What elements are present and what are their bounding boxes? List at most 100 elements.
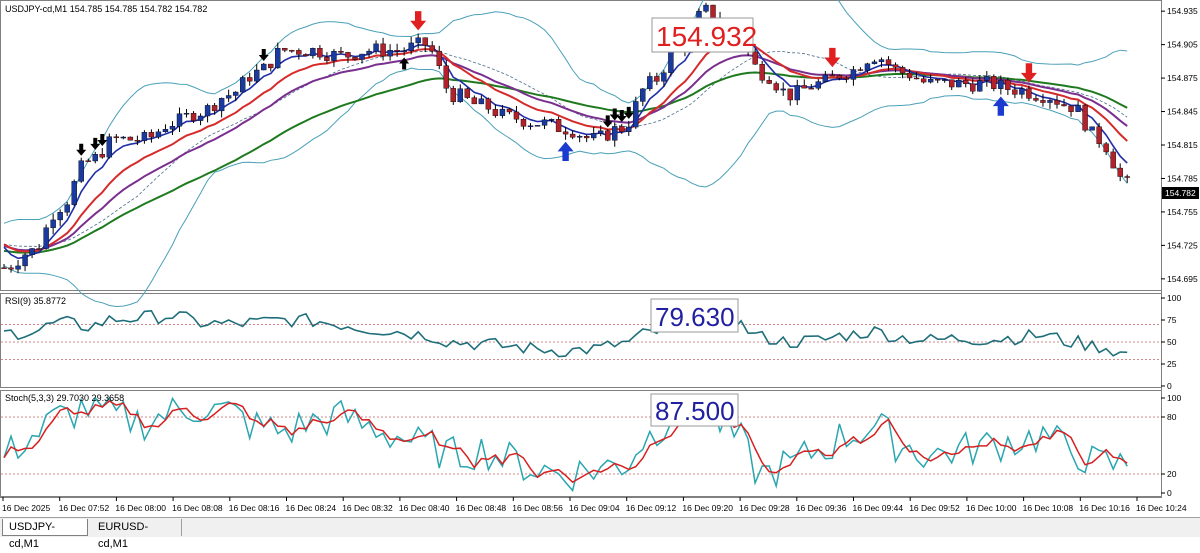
candle-bear: [492, 109, 499, 116]
candle-bear: [1054, 100, 1060, 105]
candle-bear: [1040, 100, 1046, 103]
rsi-callout-value: 79.630: [655, 302, 735, 332]
candle-bear: [148, 132, 155, 138]
price-callout-box: [651, 17, 754, 53]
candle-bear: [211, 105, 218, 112]
candle-bear: [555, 119, 562, 132]
candle-bull: [640, 88, 646, 102]
candle-bull: [71, 181, 77, 205]
candle-bear: [520, 119, 527, 127]
time-tick-label: 16 Dec 08:56: [512, 503, 563, 513]
price-tick-label: 154.935: [1167, 6, 1198, 16]
chart-canvas[interactable]: 154.935 154.905 154.875 154.845 154.815 154.7…: [0, 0, 1200, 517]
candle-bull: [457, 88, 463, 103]
candle-bull: [941, 79, 948, 81]
candle-bull: [204, 105, 211, 117]
candle-bear: [1061, 104, 1067, 107]
price-tick-label: 154.755: [1167, 207, 1198, 217]
time-tick-label: 16 Dec 10:16: [1079, 503, 1130, 513]
candle-bear: [829, 74, 836, 77]
candle-bear: [1033, 98, 1039, 101]
candle-bull: [275, 48, 281, 69]
time-tick-label: 16 Dec 08:16: [229, 503, 280, 513]
candle-bull: [408, 42, 414, 51]
current-price-marker: 154.782: [1162, 187, 1199, 199]
time-tick-label: 16 Dec 09:20: [682, 503, 733, 513]
candle-bear: [513, 111, 520, 120]
candle-bear: [934, 79, 941, 81]
candle-bull: [232, 91, 239, 96]
candle-bear: [949, 79, 955, 88]
candle-bull: [57, 212, 63, 221]
time-tick-label: 16 Dec 08:40: [399, 503, 450, 513]
candle-bull: [647, 76, 653, 90]
candle-bear: [1117, 167, 1123, 177]
candle-bear: [1110, 151, 1116, 169]
candle-bear: [913, 77, 920, 80]
main-panel-title: USDJPY-cd,M1 154.785 154.785 154.782 154…: [5, 4, 207, 14]
time-tick-label: 16 Dec 08:48: [456, 503, 507, 513]
candle-bear: [1005, 79, 1011, 90]
candle-bull: [254, 69, 260, 82]
candle-bull: [387, 50, 393, 57]
axis-labels: 154.935 154.905 154.875 154.845 154.815 154.7…: [2, 6, 1198, 513]
candle-bull: [1047, 100, 1053, 103]
candle-bear: [317, 48, 323, 58]
stoch-signal-line: [3, 400, 1128, 484]
candle-bear: [464, 88, 471, 98]
candle-bull: [527, 125, 534, 127]
time-tick-label: 16 Dec 09:28: [739, 503, 790, 513]
candle-bear: [1103, 143, 1109, 153]
candle-bull: [998, 79, 1004, 89]
main-plot: [1, 0, 1130, 308]
candle-bear: [619, 126, 625, 132]
candle-bull: [366, 50, 372, 55]
candle-bull: [626, 126, 632, 132]
stoch-tick-label: 80: [1167, 412, 1177, 422]
candle-bull: [850, 69, 857, 80]
candle-bear: [436, 50, 442, 66]
candle-bull: [822, 74, 829, 82]
candle-bear: [8, 267, 14, 270]
tab-eurusd[interactable]: EURUSD-cd,M1: [92, 519, 182, 550]
candle-bear: [471, 97, 478, 105]
price-tick-label: 154.785: [1167, 173, 1198, 183]
candle-bear: [450, 88, 456, 103]
rsi-tick-label: 50: [1167, 337, 1177, 347]
candle-bull: [15, 265, 21, 270]
candle-bull: [22, 254, 28, 267]
time-tick-label: 16 Dec 08:00: [115, 503, 166, 513]
candle-bull: [612, 126, 618, 141]
time-tick-label: 16 Dec 09:52: [909, 503, 960, 513]
candle-bull: [1019, 88, 1025, 95]
candle-bear: [1, 267, 7, 269]
rsi-line: [3, 309, 1128, 358]
ma-red-line: [3, 40, 1128, 253]
time-tick-label: 16 Dec 08:08: [172, 503, 223, 513]
price-tick-label: 154.815: [1167, 140, 1198, 150]
time-tick-label: 16 Dec 2025: [2, 503, 50, 513]
candle-bear: [1082, 104, 1088, 131]
candle-bull: [373, 43, 379, 52]
candle-bear: [885, 59, 892, 65]
candle-bear: [899, 67, 906, 74]
candle-bull: [977, 80, 983, 92]
time-tick-label: 16 Dec 09:36: [796, 503, 847, 513]
candle-bull: [106, 136, 113, 158]
sell-signal-small-icon: [258, 48, 269, 61]
candle-bull: [197, 115, 204, 121]
candle-bear: [338, 51, 344, 53]
candle-bear: [190, 113, 197, 121]
candle-bear: [85, 160, 91, 162]
candle-bear: [127, 136, 134, 141]
candle-bull: [183, 113, 190, 115]
time-tick-label: 16 Dec 09:04: [569, 503, 620, 513]
stoch-panel-title: Stoch(5,3,3) 29.7030 29.3658: [5, 393, 124, 403]
candle-bull: [794, 85, 800, 101]
candle-bear: [1026, 88, 1032, 99]
candle-bear: [394, 50, 400, 52]
candle-bear: [345, 52, 351, 58]
tab-usdjpy[interactable]: USDJPY-cd,M1: [2, 519, 88, 550]
sell-signal-small-icon: [76, 143, 87, 156]
sell-signal-small-icon: [623, 106, 634, 119]
